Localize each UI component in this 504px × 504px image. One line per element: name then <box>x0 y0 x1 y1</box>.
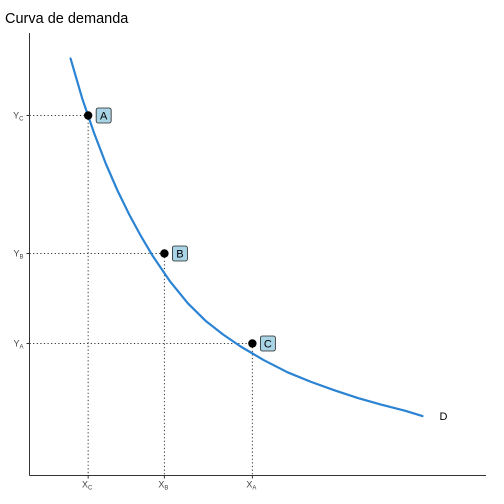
x-tick-main: X <box>82 480 88 490</box>
axes <box>29 33 486 476</box>
y-tick-label-c: YC <box>13 111 24 123</box>
x-tick-sub: B <box>164 486 168 492</box>
x-tick-sub: A <box>252 486 256 492</box>
point-a <box>83 111 93 120</box>
x-tick-main: X <box>158 480 164 490</box>
y-tick-main: Y <box>13 111 19 121</box>
y-tick-main: Y <box>13 339 19 349</box>
chart-title: Curva de demanda <box>5 11 129 27</box>
point-label-box-a <box>95 107 112 124</box>
y-tick-sub: B <box>19 255 23 261</box>
y-tick-main: Y <box>13 249 19 259</box>
point-c <box>248 339 257 348</box>
x-tick-label-a: XA <box>246 480 256 492</box>
guide-lines <box>29 115 253 476</box>
x-tick-sub: C <box>88 486 93 492</box>
point-label-c: C <box>264 339 272 351</box>
y-tick-sub: C <box>19 117 24 123</box>
y-tick-label-b: YB <box>13 249 23 261</box>
x-tick-main: X <box>246 480 252 490</box>
curve-layer: D <box>69 57 447 423</box>
point-b <box>160 249 169 258</box>
point-label-box-c <box>259 335 276 352</box>
point-label-box-b <box>172 245 188 262</box>
demand-curve <box>69 57 424 418</box>
points-layer: A B C <box>83 107 276 352</box>
curve-label-d: D <box>439 411 447 423</box>
y-tick-label-a: YA <box>13 339 23 351</box>
y-tick-sub: A <box>19 345 23 351</box>
point-label-b: B <box>176 249 183 261</box>
point-label-a: A <box>100 111 108 123</box>
x-tick-label-b: XB <box>158 480 168 492</box>
x-tick-label-c: XC <box>82 480 93 492</box>
